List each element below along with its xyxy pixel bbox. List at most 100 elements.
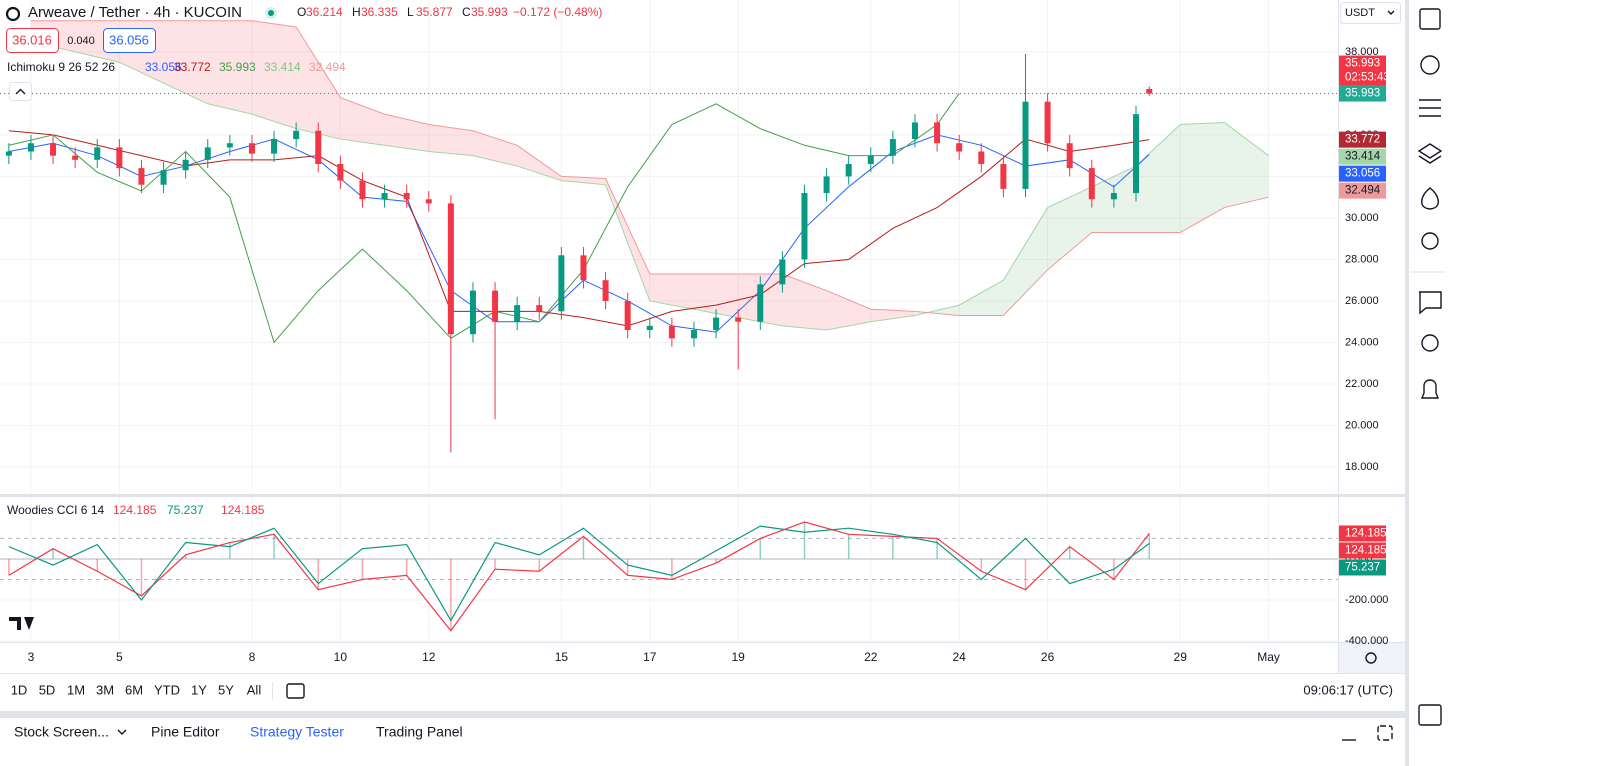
tab[interactable]: Pine Editor bbox=[151, 724, 220, 740]
range-button[interactable]: 5D bbox=[39, 682, 56, 697]
x-tick-label: 12 bbox=[422, 650, 436, 664]
price-tag bbox=[1339, 131, 1386, 148]
range-button[interactable]: 3M bbox=[96, 682, 114, 697]
candle-body bbox=[1044, 101, 1051, 144]
buy-button[interactable] bbox=[103, 28, 156, 53]
candle-body bbox=[845, 163, 852, 177]
currency-select[interactable] bbox=[1340, 2, 1401, 24]
candle-body bbox=[646, 325, 653, 331]
legend-value: 35.993 bbox=[219, 60, 256, 74]
range-button[interactable]: YTD bbox=[154, 682, 180, 697]
range-button[interactable]: 1Y bbox=[191, 682, 207, 697]
price-tag bbox=[1339, 542, 1386, 559]
goto-date-icon[interactable] bbox=[286, 683, 305, 699]
y-tick-label: -200.000 bbox=[1345, 594, 1388, 606]
symbol-title[interactable]: Arweave / Tether · 4h · KUCOIN bbox=[28, 4, 242, 21]
candle-body bbox=[1110, 193, 1117, 200]
candle-body bbox=[1000, 163, 1007, 189]
candle-body bbox=[668, 325, 675, 339]
y-tick-label: 28.000 bbox=[1345, 253, 1379, 265]
notifications-icon[interactable] bbox=[1420, 379, 1440, 399]
toolbar-divider bbox=[1405, 0, 1409, 766]
range-button[interactable]: All bbox=[247, 682, 262, 697]
range-button[interactable]: 5Y bbox=[218, 682, 234, 697]
range-button[interactable]: 6M bbox=[125, 682, 143, 697]
ohlc-key: H bbox=[352, 5, 361, 19]
collapse-button[interactable] bbox=[9, 82, 32, 101]
ohlc-value: 36.335 bbox=[361, 5, 398, 19]
tv-logo[interactable] bbox=[9, 617, 34, 630]
candle-body bbox=[889, 139, 896, 156]
grid bbox=[0, 0, 1338, 642]
ideas-icon[interactable] bbox=[1421, 232, 1439, 250]
tab[interactable]: Strategy Tester bbox=[250, 724, 344, 740]
candle-body bbox=[823, 176, 830, 194]
price-tag-label: 33.056 bbox=[1345, 168, 1380, 180]
cloud-segment bbox=[826, 290, 871, 331]
price-tag bbox=[1339, 148, 1386, 165]
y-tick-label: 22.000 bbox=[1345, 378, 1379, 390]
x-tick-label: 3 bbox=[28, 650, 35, 664]
object-tree-icon[interactable] bbox=[1419, 99, 1441, 117]
cloud-segment bbox=[340, 97, 385, 146]
x-tick-label: 22 bbox=[864, 650, 878, 664]
cloud-segment bbox=[517, 145, 562, 181]
candle-body bbox=[580, 255, 587, 281]
candle-body bbox=[1066, 143, 1073, 169]
settings-icon[interactable] bbox=[1365, 652, 1377, 664]
candle-body bbox=[867, 155, 874, 164]
calendar-icon[interactable] bbox=[1418, 704, 1442, 726]
legend-value: 32.494 bbox=[309, 60, 346, 74]
layers-icon[interactable] bbox=[1417, 143, 1443, 164]
tab[interactable]: Stock Screen... bbox=[14, 724, 109, 740]
range-button[interactable]: 1M bbox=[67, 682, 85, 697]
screener-chevron[interactable] bbox=[117, 729, 127, 735]
tab[interactable]: Trading Panel bbox=[376, 724, 463, 740]
x-tick-label: May bbox=[1257, 650, 1280, 664]
indicator-name: Ichimoku 9 26 52 26 bbox=[7, 60, 115, 74]
x-tick-label: 10 bbox=[334, 650, 348, 664]
price-tag bbox=[1339, 182, 1386, 199]
x-tick-label: 15 bbox=[555, 650, 569, 664]
cloud-segment bbox=[1003, 207, 1048, 316]
y-tick-label: 18.000 bbox=[1345, 461, 1379, 473]
market-status bbox=[268, 10, 274, 16]
indicator-line bbox=[8, 130, 1150, 327]
candle-body bbox=[911, 122, 918, 140]
y-tick-label: -400.000 bbox=[1345, 635, 1388, 647]
y-tick-label: 20.000 bbox=[1345, 419, 1379, 431]
ohlc-key: C bbox=[462, 5, 471, 19]
range-button[interactable]: 1D bbox=[11, 682, 28, 697]
cci-title: Woodies CCI 6 14 bbox=[7, 503, 104, 517]
candle-body bbox=[602, 280, 609, 301]
symbol-logo bbox=[5, 6, 21, 22]
candle-body bbox=[116, 147, 123, 169]
price-tag-label: 33.414 bbox=[1345, 151, 1381, 163]
cloud-segment bbox=[959, 280, 1004, 316]
stream-icon[interactable] bbox=[1421, 334, 1439, 352]
watchlist-icon[interactable] bbox=[1419, 8, 1441, 30]
candle-body bbox=[226, 143, 233, 148]
price-tag-label: 32.494 bbox=[1345, 185, 1381, 197]
candle-body bbox=[735, 317, 742, 322]
change: −0.172 (−0.48%) bbox=[513, 5, 602, 19]
ohlc-value: 35.877 bbox=[416, 5, 453, 19]
alerts-icon[interactable] bbox=[1420, 55, 1440, 75]
candle-body bbox=[5, 151, 12, 156]
cloud-segment bbox=[207, 20, 252, 115]
chat-icon[interactable] bbox=[1419, 291, 1442, 315]
hotlist-icon[interactable] bbox=[1421, 187, 1439, 210]
candle-body bbox=[447, 203, 454, 335]
legend-value: 124.185 bbox=[113, 503, 157, 517]
maximize-icon[interactable] bbox=[1377, 725, 1393, 741]
bottom-tabs: Stock Screen... Pine Editor Strategy Teste… bbox=[14, 724, 463, 740]
sell-button[interactable] bbox=[6, 28, 59, 53]
candle-body bbox=[624, 300, 631, 331]
currency: USDT bbox=[1345, 7, 1375, 19]
candle-body bbox=[337, 163, 344, 181]
y-tick-label: 26.000 bbox=[1345, 295, 1379, 307]
x-tick-label: 17 bbox=[643, 650, 657, 664]
ohlc-value: 36.214 bbox=[306, 5, 343, 19]
